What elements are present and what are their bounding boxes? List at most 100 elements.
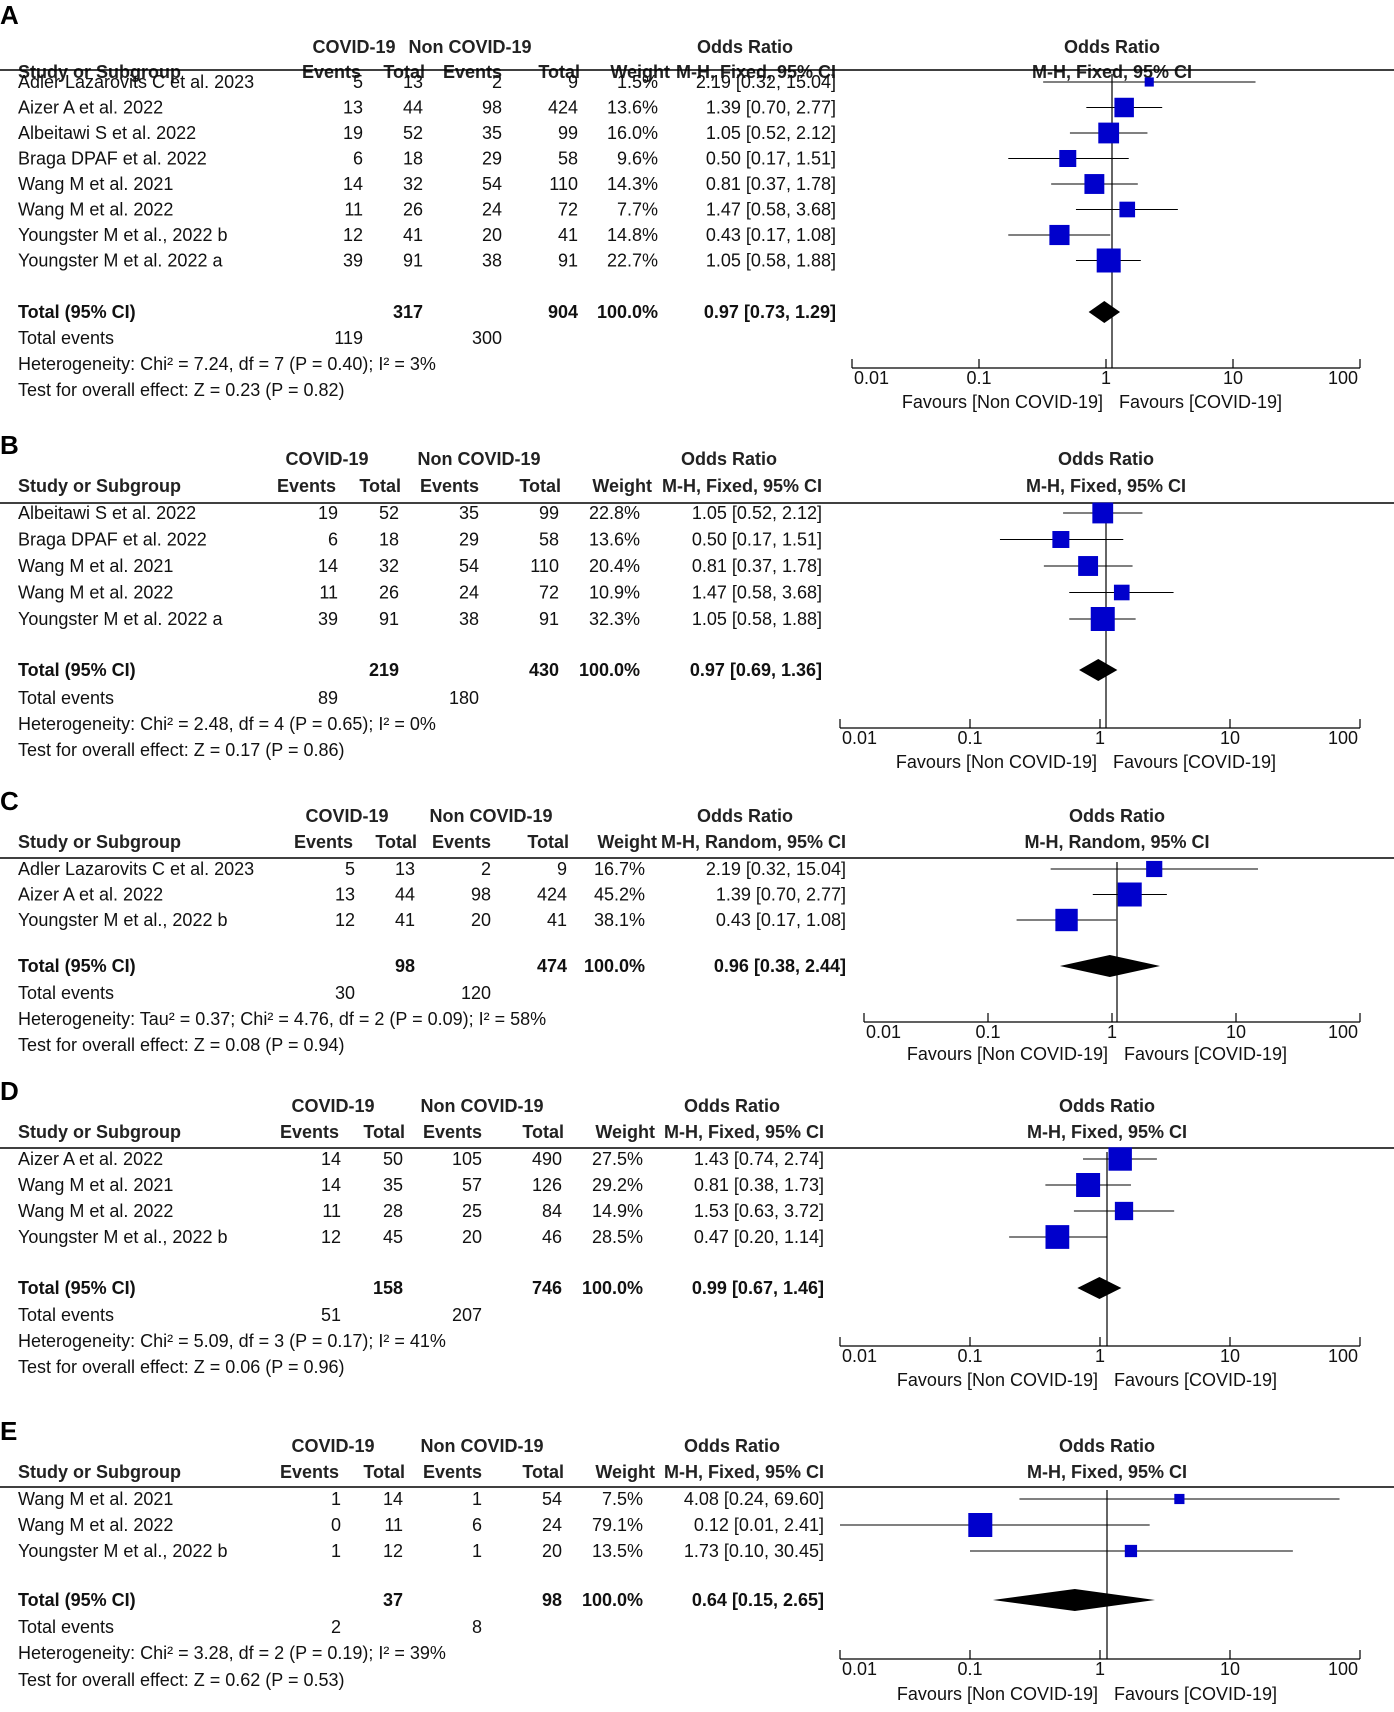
- x-tick-label: 1: [1095, 1659, 1105, 1679]
- study-weight: 1.5%: [617, 72, 658, 92]
- favours-left-label: Favours [Non COVID-19]: [897, 1370, 1098, 1390]
- header-method-plot: M-H, Random, 95% CI: [1024, 832, 1209, 852]
- study-ci: 1.53 [0.63, 3.72]: [694, 1201, 824, 1221]
- total-events-non-covid: 300: [472, 328, 502, 348]
- total-non-covid-sum: 746: [532, 1278, 562, 1298]
- total-events-label: Total events: [18, 1617, 114, 1637]
- heterogeneity-text: Heterogeneity: Chi² = 7.24, df = 7 (P = …: [18, 354, 436, 374]
- header-study: Study or Subgroup: [18, 62, 181, 82]
- forest-panel-e: E COVID-19 Non COVID-19 Odds Ratio Odds Rati…: [0, 1416, 1394, 1704]
- x-tick-label: 1: [1107, 1022, 1117, 1042]
- study-ci: 0.43 [0.17, 1.08]: [706, 225, 836, 245]
- header-weight: Weight: [595, 1462, 655, 1482]
- header-study: Study or Subgroup: [18, 832, 181, 852]
- events-covid: 12: [343, 225, 363, 245]
- total-non-covid: 24: [542, 1515, 562, 1535]
- events-covid: 12: [321, 1227, 341, 1247]
- total-covid-sum: 98: [395, 956, 415, 976]
- total-non-covid: 72: [558, 200, 578, 220]
- study-ci: 0.12 [0.01, 2.41]: [694, 1515, 824, 1535]
- study-marker: [1119, 201, 1136, 218]
- study-name: Wang M et al. 2021: [18, 556, 173, 576]
- total-non-covid: 91: [558, 251, 578, 271]
- total-events-non-covid: 120: [461, 983, 491, 1003]
- study-ci: 1.73 [0.10, 30.45]: [684, 1541, 824, 1561]
- events-covid: 11: [344, 200, 363, 220]
- study-weight: 7.7%: [617, 200, 658, 220]
- total-non-covid: 58: [558, 149, 578, 169]
- overall-effect-text: Test for overall effect: Z = 0.08 (P = 0…: [18, 1035, 345, 1055]
- pooled-diamond: [1088, 301, 1121, 323]
- events-non-covid: 54: [482, 174, 502, 194]
- study-marker: [1114, 97, 1134, 118]
- events-non-covid: 20: [462, 1227, 482, 1247]
- x-tick-label: 100: [1328, 1346, 1358, 1366]
- events-covid: 11: [322, 1201, 341, 1221]
- events-covid: 12: [335, 910, 355, 930]
- header-events-2: Events: [432, 832, 491, 852]
- header-group1: COVID-19: [291, 1436, 374, 1456]
- header-events-1: Events: [294, 832, 353, 852]
- events-covid: 39: [343, 251, 363, 271]
- panel-label: C: [0, 786, 19, 816]
- header-total-2: Total: [538, 62, 580, 82]
- study-weight: 14.9%: [592, 1201, 643, 1221]
- header-total-2: Total: [522, 1462, 564, 1482]
- study-ci: 0.81 [0.37, 1.78]: [706, 174, 836, 194]
- total-events-label: Total events: [18, 328, 114, 348]
- events-covid: 6: [353, 149, 363, 169]
- favours-right-label: Favours [COVID-19]: [1114, 1684, 1277, 1704]
- header-weight: Weight: [610, 62, 670, 82]
- total-covid: 50: [383, 1149, 403, 1169]
- study-marker: [1114, 1201, 1134, 1221]
- total-covid: 18: [379, 530, 399, 550]
- study-name: Aizer A et al. 2022: [18, 98, 163, 118]
- events-covid: 13: [335, 885, 355, 905]
- total-non-covid: 41: [558, 225, 578, 245]
- overall-effect-text: Test for overall effect: Z = 0.06 (P = 0…: [18, 1357, 345, 1377]
- total-covid: 44: [395, 885, 415, 905]
- total-events-label: Total events: [18, 1305, 114, 1325]
- study-name: Aizer A et al. 2022: [18, 885, 163, 905]
- x-tick-label: 100: [1328, 1659, 1358, 1679]
- total-covid: 44: [403, 98, 423, 118]
- total-covid: 91: [379, 609, 399, 629]
- heterogeneity-text: Heterogeneity: Tau² = 0.37; Chi² = 4.76,…: [18, 1009, 546, 1029]
- events-non-covid: 24: [482, 200, 502, 220]
- events-non-covid: 2: [481, 859, 491, 879]
- header-method: M-H, Fixed, 95% CI: [664, 1122, 824, 1142]
- events-non-covid: 35: [459, 503, 479, 523]
- favours-right-label: Favours [COVID-19]: [1119, 392, 1282, 412]
- study-weight: 28.5%: [592, 1227, 643, 1247]
- study-ci: 1.05 [0.58, 1.88]: [692, 609, 822, 629]
- study-ci: 0.47 [0.20, 1.14]: [694, 1227, 824, 1247]
- total-weight: 100.0%: [584, 956, 645, 976]
- study-ci: 1.39 [0.70, 2.77]: [706, 98, 836, 118]
- header-method: M-H, Fixed, 95% CI: [662, 476, 822, 496]
- study-marker: [1144, 77, 1154, 87]
- total-covid: 41: [403, 225, 423, 245]
- total-label: Total (95% CI): [18, 660, 136, 680]
- x-tick-label: 0.1: [966, 368, 991, 388]
- header-effect-plot: Odds Ratio: [1069, 806, 1165, 826]
- study-weight: 13.5%: [592, 1541, 643, 1561]
- header-effect-plot: Odds Ratio: [1064, 37, 1160, 57]
- total-non-covid: 110: [549, 174, 578, 194]
- x-tick-label: 1: [1095, 1346, 1105, 1366]
- total-events-label: Total events: [18, 983, 114, 1003]
- total-ci: 0.97 [0.69, 1.36]: [690, 660, 822, 680]
- events-non-covid: 54: [459, 556, 479, 576]
- study-name: Wang M et al. 2022: [18, 1201, 173, 1221]
- total-covid: 35: [383, 1175, 403, 1195]
- study-marker: [1049, 224, 1070, 246]
- study-weight: 20.4%: [589, 556, 640, 576]
- study-ci: 4.08 [0.24, 69.60]: [684, 1489, 824, 1509]
- x-tick-label: 10: [1226, 1022, 1246, 1042]
- study-weight: 79.1%: [592, 1515, 643, 1535]
- total-events-covid: 2: [331, 1617, 341, 1637]
- header-events-2: Events: [423, 1122, 482, 1142]
- header-method-plot: M-H, Fixed, 95% CI: [1027, 1122, 1187, 1142]
- total-non-covid-sum: 904: [548, 302, 578, 322]
- study-weight: 14.3%: [607, 174, 658, 194]
